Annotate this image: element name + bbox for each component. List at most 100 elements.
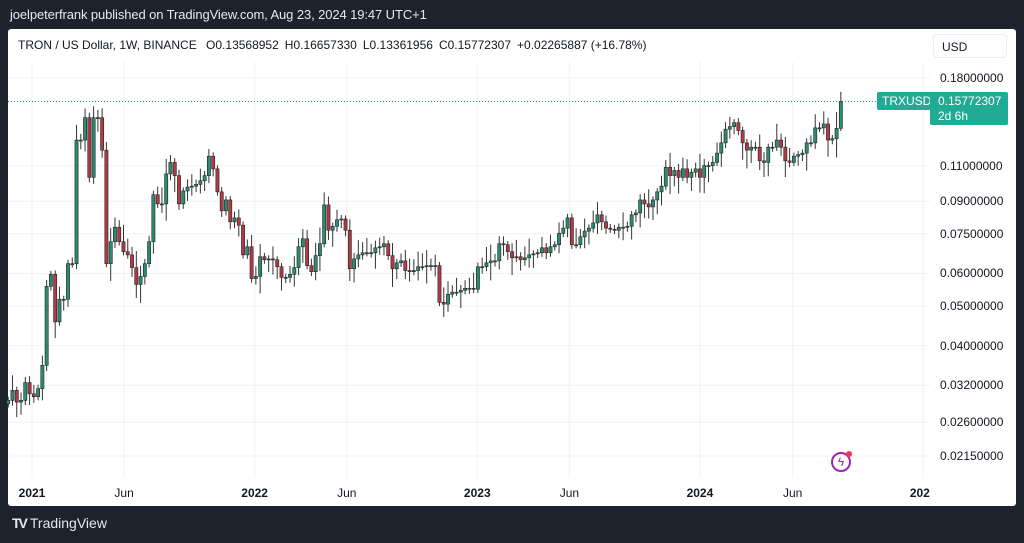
candle-up	[318, 243, 322, 256]
candle-down	[87, 117, 92, 178]
candle-down	[134, 267, 139, 285]
candle-up	[633, 212, 638, 216]
price-axis-label: 0.11000000	[940, 158, 1003, 173]
candle-up	[23, 382, 28, 401]
candle-up	[548, 246, 553, 254]
candle-up	[369, 252, 374, 255]
candle-up	[70, 263, 75, 265]
candle-up	[621, 226, 625, 229]
candle-up	[800, 152, 805, 155]
candle-up	[189, 185, 194, 188]
candle-up	[809, 142, 813, 145]
symbol-tag: TRXUSD	[877, 92, 937, 110]
price-axis-label: 0.09000000	[940, 194, 1004, 209]
candle-up	[834, 127, 839, 139]
candle-up	[95, 117, 100, 119]
candle-up	[732, 122, 737, 127]
candle-up	[561, 227, 566, 234]
candle-up	[659, 185, 664, 193]
last-price-tag: 0.15772307 2d 6h	[930, 92, 1008, 125]
candle-up	[591, 222, 596, 229]
candle-down	[236, 217, 241, 226]
price-axis-label: 0.18000000	[940, 71, 1004, 85]
price-axis-label: 0.02150000	[940, 449, 1004, 464]
candle-up	[160, 203, 164, 206]
candle-down	[215, 168, 220, 193]
candle-up	[454, 291, 459, 294]
candle-up	[514, 256, 519, 259]
candle-up	[78, 139, 83, 142]
candle-down	[604, 221, 608, 229]
candle-up	[540, 247, 544, 254]
candles	[6, 91, 843, 418]
candle-down	[219, 191, 224, 212]
candle-up	[672, 170, 677, 176]
candle-up	[224, 199, 228, 212]
candle-up	[766, 146, 771, 163]
candle-down	[471, 287, 476, 290]
candle-down	[642, 199, 647, 205]
candle-down	[646, 203, 651, 208]
candle-up	[484, 262, 489, 268]
candle-down	[53, 274, 58, 323]
bar-countdown: 2d 6h	[938, 109, 969, 123]
candle-up	[313, 255, 318, 272]
candle-up	[689, 171, 694, 178]
candle-down	[510, 251, 514, 259]
candle-up	[66, 263, 70, 300]
candle-up	[493, 260, 497, 263]
candle-up	[164, 173, 169, 205]
lightning-alert-icon[interactable]: ϟ	[831, 451, 852, 472]
candle-down	[104, 149, 109, 264]
candle-up	[838, 101, 843, 129]
candle-up	[364, 252, 369, 255]
candle-up	[416, 266, 421, 271]
candle-down	[249, 246, 254, 279]
tradingview-logo[interactable]: TV TradingView	[12, 515, 107, 531]
candle-down	[441, 302, 446, 305]
legend-open: O0.13568952	[206, 38, 279, 52]
candle-up	[6, 400, 11, 405]
candle-up	[266, 258, 271, 261]
grid-lines	[8, 62, 930, 478]
candle-up	[181, 190, 186, 205]
candle-down	[386, 243, 391, 256]
candle-up	[288, 274, 292, 278]
candle-up	[142, 263, 147, 277]
candle-up	[245, 246, 250, 256]
candle-up	[424, 265, 429, 268]
candle-down	[305, 238, 310, 266]
candle-down	[407, 270, 412, 272]
price-axis-label: 0.03200000	[940, 378, 1004, 393]
candle-up	[446, 293, 450, 305]
candle-up	[480, 266, 485, 269]
candle-up	[467, 287, 472, 290]
candle-up	[715, 152, 719, 163]
candle-up	[638, 199, 643, 214]
candle-up	[595, 214, 600, 224]
candle-up	[663, 166, 668, 187]
candle-up	[91, 117, 96, 178]
candle-down	[130, 254, 134, 268]
candle-up	[420, 266, 425, 269]
price-axis-label: 0.05000000	[940, 298, 1004, 313]
candle-down	[685, 168, 690, 178]
candle-up	[61, 298, 66, 301]
candle-down	[275, 259, 280, 268]
candle-down	[347, 229, 352, 270]
candle-up	[253, 276, 258, 279]
candle-up	[394, 262, 399, 270]
legend-close: C0.15772307	[438, 38, 512, 52]
candle-up	[373, 247, 378, 254]
candle-up	[194, 184, 198, 187]
currency-button[interactable]: USD	[933, 34, 1007, 58]
candle-up	[356, 254, 361, 260]
candle-up	[680, 168, 685, 178]
tradingview-logo-icon: TV	[12, 515, 28, 531]
candle-up	[522, 257, 527, 261]
candle-up	[821, 123, 826, 129]
candle-up	[578, 236, 583, 246]
candle-up	[796, 154, 801, 157]
candle-up	[753, 146, 758, 149]
